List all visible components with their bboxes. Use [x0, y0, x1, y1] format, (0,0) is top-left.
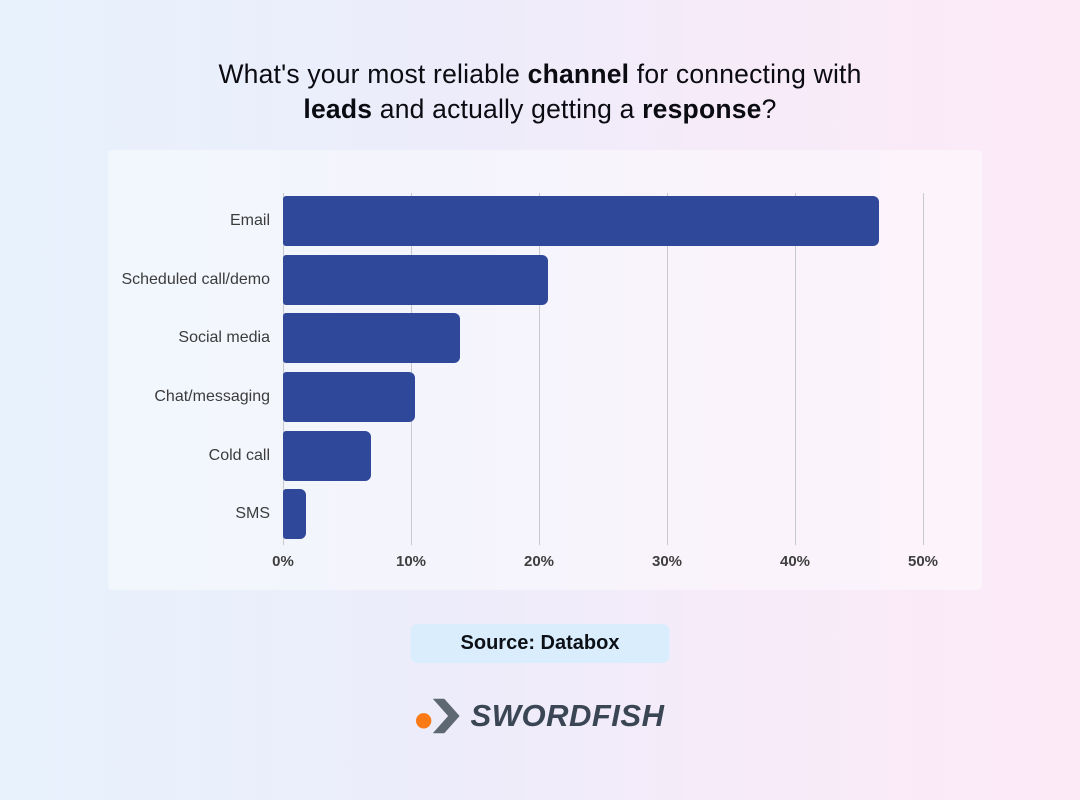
gridline-20% [539, 193, 540, 545]
swordfish-logo-icon [416, 698, 460, 734]
plot-area [283, 193, 924, 545]
category-label: Scheduled call/demo [121, 270, 270, 288]
gridline-10% [411, 193, 412, 545]
brand-logo: SWORDFISH [416, 694, 665, 738]
source-badge: Source: Databox [410, 624, 670, 663]
title-text: What's your most reliable [218, 59, 528, 89]
bar-chat-messaging [283, 372, 415, 422]
gridline-40% [795, 193, 796, 545]
category-label: Cold call [208, 446, 270, 464]
category-label: Social media [178, 329, 270, 347]
title-text: ? [761, 93, 777, 124]
bar-email [283, 196, 880, 246]
category-label: Email [229, 212, 270, 229]
brand-logo-text: SWORDFISH [470, 698, 665, 733]
x-axis-tick-label: 50% [907, 553, 939, 570]
x-axis-tick-label: 10% [395, 553, 427, 570]
bar-chart: 0% 10% 20% 30% 40% 50% Email Scheduled call/dem… [85, 150, 990, 590]
x-axis-tick-label: 20% [523, 553, 555, 570]
category-label: SMS [235, 505, 270, 523]
category-label: Chat/messaging [154, 388, 270, 405]
gridline-50% [923, 193, 924, 545]
chart-title: What's your most reliable channel for co… [110, 57, 970, 126]
bar-social-media [283, 313, 460, 364]
bar-scheduled-call-demo [283, 254, 548, 305]
x-axis-tick-label: 0% [272, 553, 294, 570]
bar-sms [283, 489, 307, 540]
x-axis-tick-label: 40% [779, 553, 811, 570]
title-emphasis: response [642, 93, 762, 124]
title-emphasis: channel [527, 59, 630, 89]
x-axis-tick-label: 30% [651, 553, 683, 570]
bar-cold-call [283, 430, 372, 481]
title-emphasis: leads [303, 93, 373, 124]
title-text: for connecting with [629, 59, 862, 89]
gridline-30% [667, 193, 668, 545]
gridline-0% [283, 193, 284, 545]
title-text: and actually getting a [372, 93, 643, 124]
